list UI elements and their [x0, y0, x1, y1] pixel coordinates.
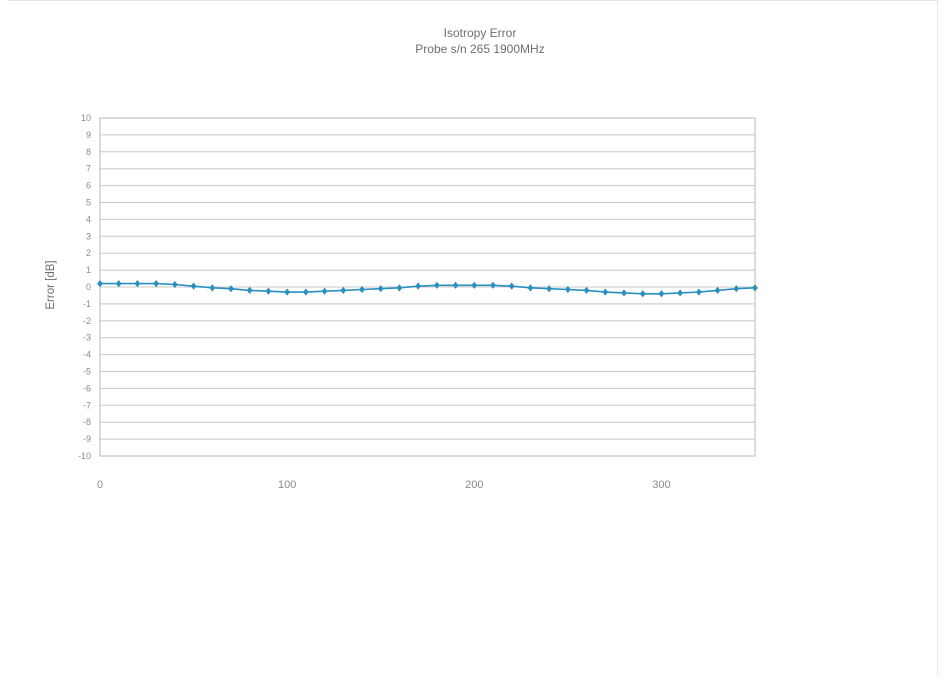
data-point — [639, 290, 646, 298]
data-point — [527, 284, 534, 292]
data-point — [714, 286, 721, 294]
series-line — [100, 282, 756, 295]
data-point — [246, 286, 253, 294]
data-point — [396, 284, 403, 292]
chart-subtitle: Probe s/n 265 1900MHz — [415, 42, 545, 56]
y-tick-label: -8 — [83, 417, 91, 427]
data-point — [677, 289, 684, 297]
y-tick-label: 6 — [86, 181, 91, 191]
y-tick-label: -6 — [83, 383, 91, 393]
data-point — [115, 280, 122, 288]
y-tick-label: 1 — [86, 265, 91, 275]
data-point — [621, 289, 627, 297]
y-tick-label: 0 — [86, 282, 91, 292]
x-tick-label: 200 — [465, 479, 483, 491]
series-layer — [97, 280, 758, 298]
y-tick-label: 9 — [86, 130, 91, 140]
data-point — [171, 280, 178, 289]
data-point — [321, 287, 328, 295]
data-point — [134, 280, 141, 288]
x-tick-labels: 0 100 200 300 — [97, 479, 671, 491]
data-point — [508, 282, 515, 290]
y-tick-label: 8 — [86, 147, 91, 157]
x-tick-label: 300 — [652, 479, 670, 491]
chart-title-block: Isotropy Error Probe s/n 265 1900MHz — [280, 25, 680, 57]
data-point — [583, 286, 590, 294]
data-point — [564, 285, 571, 294]
y-tick-label: 4 — [86, 214, 91, 224]
data-point — [602, 288, 609, 296]
y-tick-label: -2 — [83, 316, 91, 326]
data-point — [733, 285, 740, 293]
chart-title: Isotropy Error — [443, 26, 517, 40]
data-point — [190, 282, 197, 290]
x-tick-label: 0 — [97, 479, 103, 491]
y-tick-label: 2 — [86, 248, 91, 258]
data-point — [452, 281, 459, 289]
data-point — [359, 285, 365, 294]
y-tick-label: -10 — [78, 451, 91, 461]
data-point — [471, 281, 478, 289]
data-point — [415, 282, 422, 290]
data-point — [284, 288, 291, 296]
y-tick-label: -9 — [83, 434, 91, 444]
data-point — [695, 288, 702, 296]
y-tick-label: 3 — [86, 231, 91, 241]
y-tick-label: 7 — [86, 164, 91, 174]
data-point — [153, 280, 160, 288]
data-point — [433, 281, 440, 289]
data-point — [97, 280, 103, 288]
data-point — [752, 284, 758, 292]
data-point — [658, 290, 665, 298]
data-point — [546, 285, 553, 293]
x-tick-label: 100 — [278, 479, 296, 491]
data-point — [302, 288, 309, 296]
y-tick-label: 5 — [86, 198, 91, 208]
y-tick-label: -4 — [83, 350, 91, 360]
data-point — [490, 281, 496, 289]
data-point — [377, 285, 384, 293]
page-frame — [8, 0, 938, 676]
y-tick-label: -3 — [83, 333, 91, 343]
y-tick-label: 10 — [81, 113, 91, 123]
y-tick-label: -1 — [83, 299, 91, 309]
y-tick-label: -7 — [83, 400, 91, 410]
y-tick-label: -5 — [83, 367, 91, 377]
data-point — [228, 285, 234, 293]
data-point — [340, 286, 347, 294]
data-point — [265, 287, 272, 295]
data-point — [209, 284, 216, 292]
